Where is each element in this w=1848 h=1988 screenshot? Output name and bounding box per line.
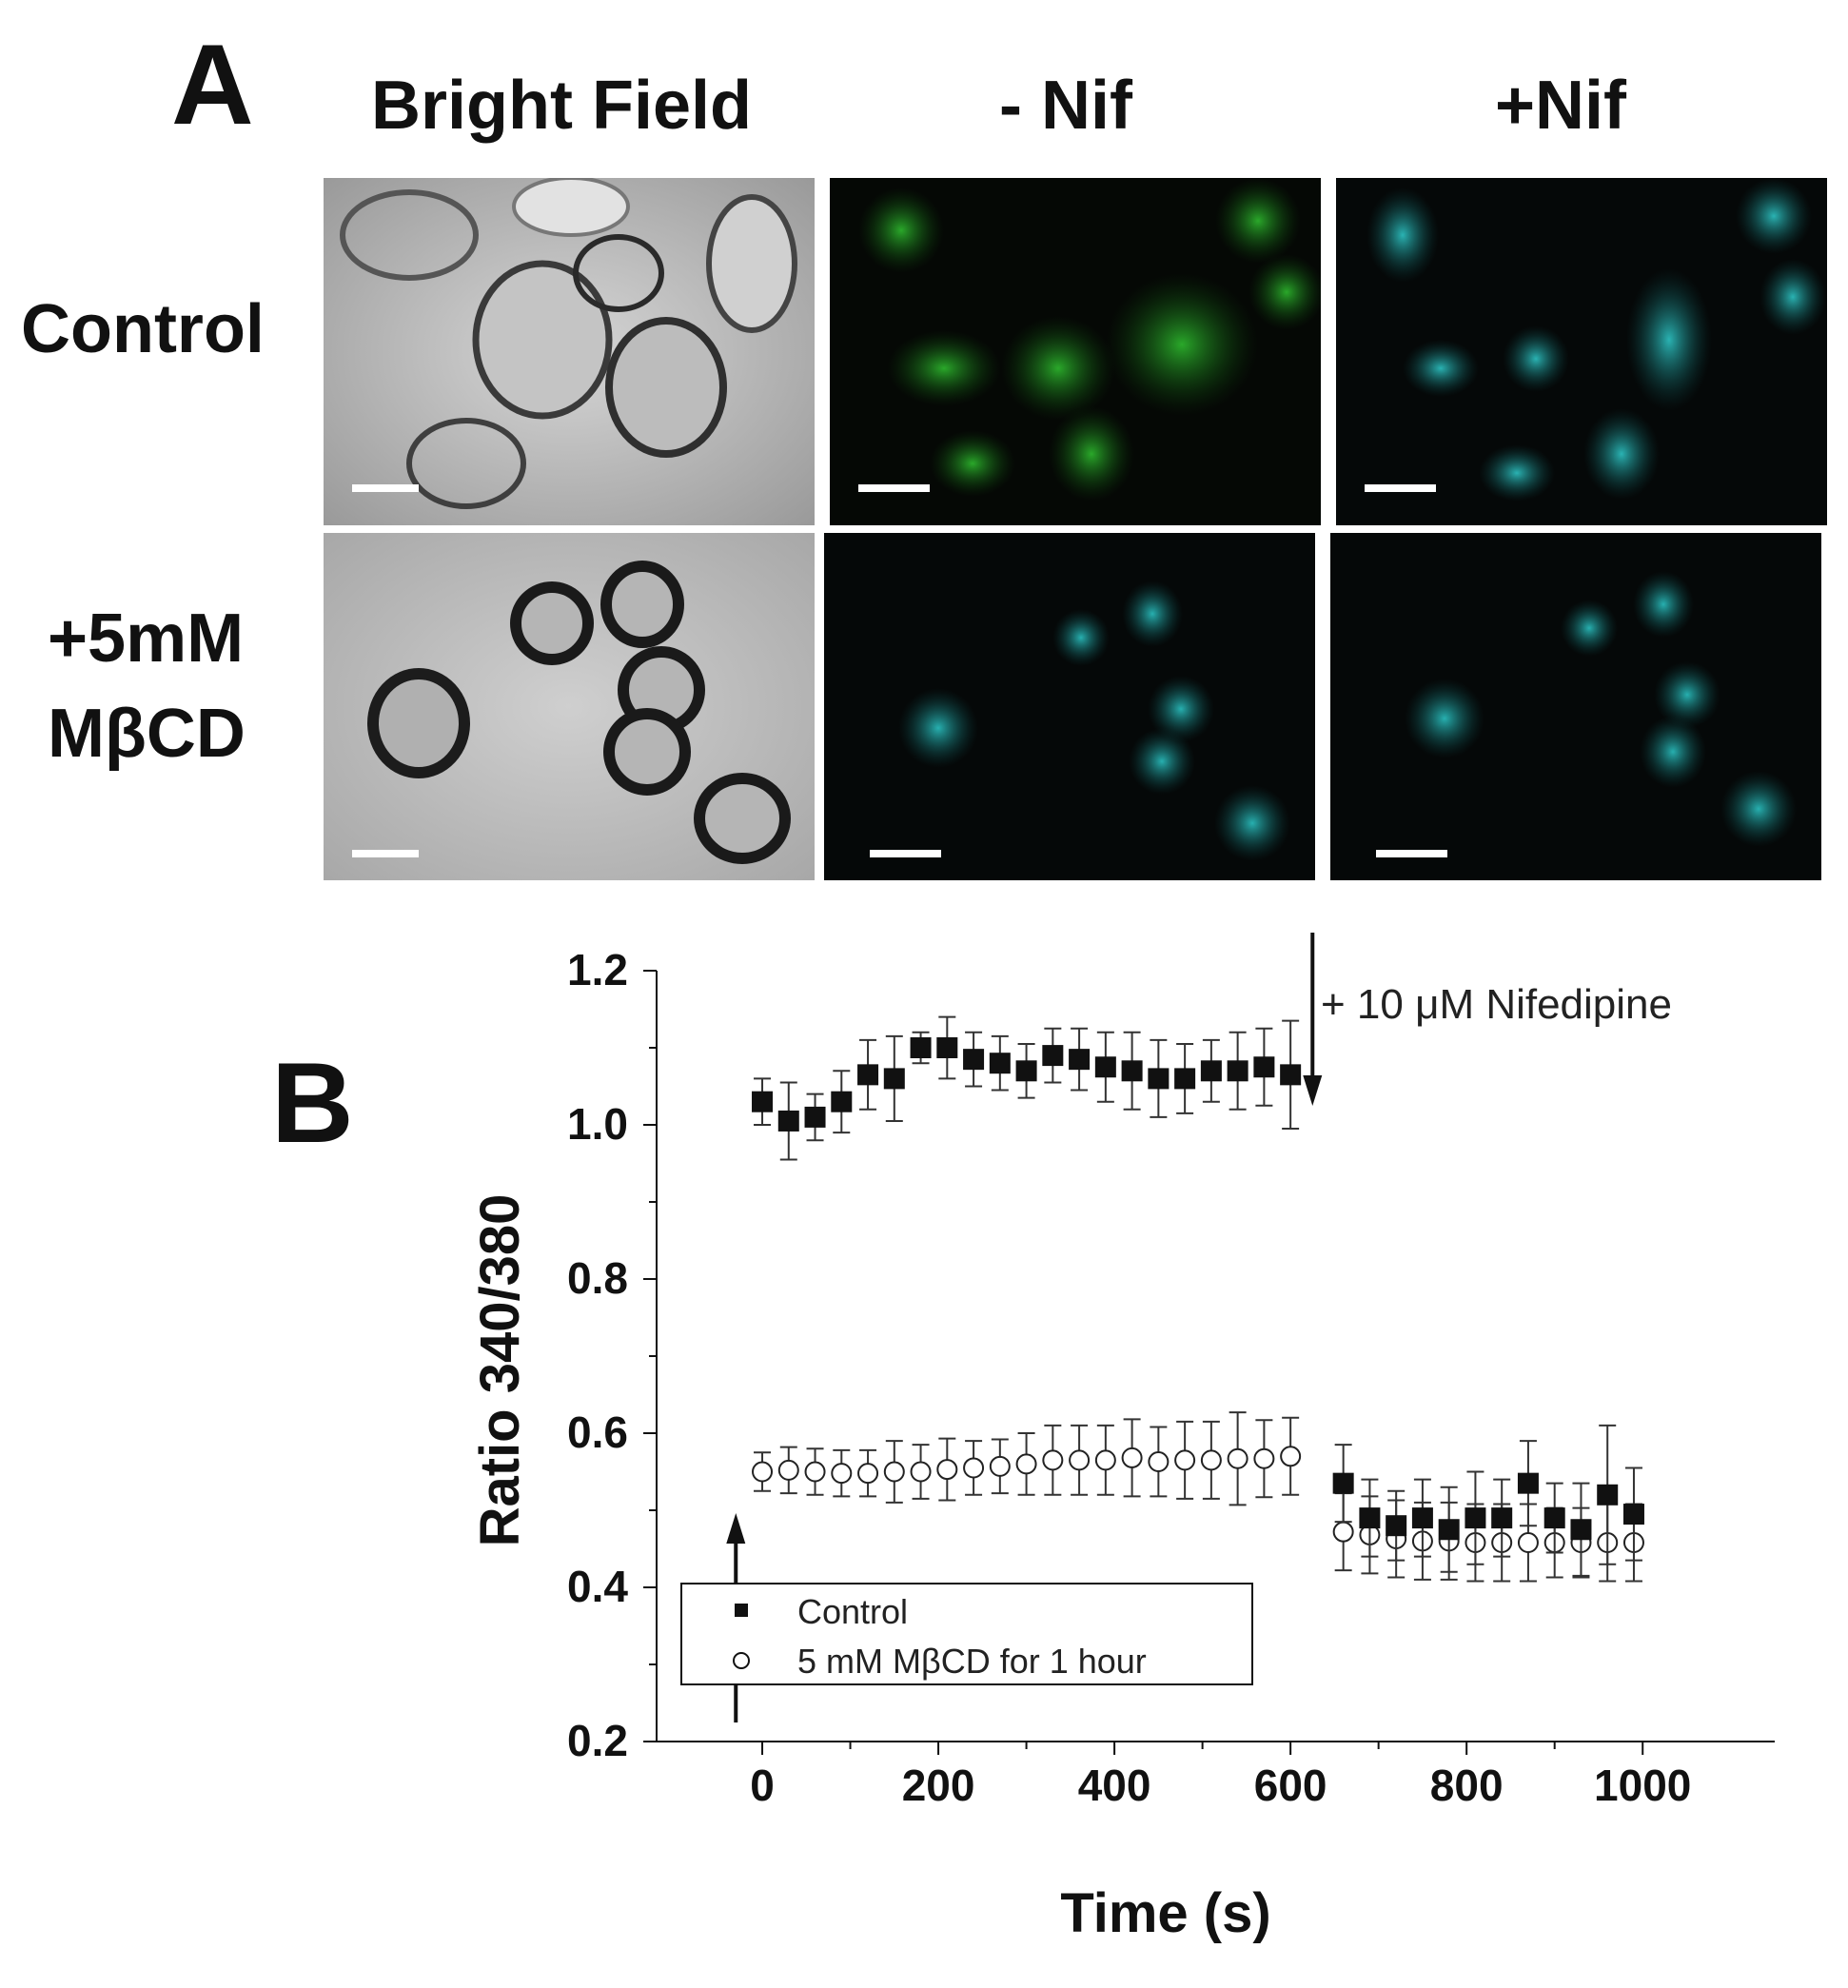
mbcd-point xyxy=(804,1461,826,1483)
control-point xyxy=(1411,1507,1433,1529)
mbcd-point xyxy=(857,1463,879,1485)
nifedipine-annotation: + 10 μM Nifedipine xyxy=(1321,981,1672,1028)
control-point xyxy=(1121,1060,1143,1082)
mbcd-point xyxy=(752,1461,774,1483)
control-point xyxy=(804,1106,826,1128)
y-axis-label: Ratio 340/380 xyxy=(469,1194,531,1547)
mbcd-point xyxy=(1332,1521,1354,1543)
y-tick-label: 0.2 xyxy=(567,1716,628,1765)
y-tick-label: 0.6 xyxy=(567,1407,628,1457)
mbcd-point xyxy=(883,1461,905,1483)
mbcd-point xyxy=(936,1459,958,1481)
x-tick-label: 1000 xyxy=(1594,1761,1691,1810)
control-point xyxy=(989,1053,1011,1074)
control-point xyxy=(777,1110,799,1132)
mbcd-point xyxy=(1253,1447,1275,1469)
mbcd-point xyxy=(989,1455,1011,1477)
column-header-minus-nif: - Nif xyxy=(999,68,1132,144)
control-point xyxy=(831,1091,853,1112)
column-header-bright-field: Bright Field xyxy=(371,68,752,144)
y-tick-label: 1.2 xyxy=(567,945,628,994)
mbcd-point xyxy=(1042,1449,1064,1471)
control-point xyxy=(1148,1068,1170,1090)
control-point xyxy=(1253,1056,1275,1078)
mbcd-point xyxy=(777,1459,799,1481)
x-tick-label: 800 xyxy=(1430,1761,1504,1810)
control-point xyxy=(1015,1060,1037,1082)
mbcd-point xyxy=(963,1457,985,1479)
image-minus-nif-mbcd xyxy=(824,533,1315,880)
panel-a-letter: A xyxy=(171,21,254,148)
nifedipine-arrow-head xyxy=(1303,1075,1323,1106)
mbcd-point xyxy=(1015,1453,1037,1475)
mbcd-point xyxy=(1094,1449,1116,1471)
control-point xyxy=(963,1049,985,1071)
control-point xyxy=(857,1064,879,1086)
x-tick-label: 0 xyxy=(750,1761,775,1810)
control-point xyxy=(1174,1068,1196,1090)
y-tick-label: 1.0 xyxy=(567,1099,628,1149)
mbcd-point xyxy=(1200,1449,1222,1471)
x-axis-label: Time (s) xyxy=(1060,1882,1270,1944)
mbcd-point xyxy=(1227,1447,1248,1469)
mbcd-point xyxy=(1280,1446,1302,1467)
ratio-time-chart: 0 200 400 600 800 1000 0.2 0.4 0.6 0.8 1.0 1.2 Time… xyxy=(469,933,1775,1944)
control-point xyxy=(883,1068,905,1090)
control-point xyxy=(1280,1064,1302,1086)
row-label-control: Control xyxy=(21,291,265,367)
image-bright-field-mbcd xyxy=(324,533,815,880)
image-minus-nif-control xyxy=(830,178,1321,525)
y-tick-label: 0.8 xyxy=(567,1253,628,1303)
column-header-plus-nif: +Nif xyxy=(1494,68,1627,144)
control-point xyxy=(1622,1504,1644,1525)
mbcd-point xyxy=(1121,1447,1143,1468)
image-plus-nif-control xyxy=(1336,178,1827,525)
image-plus-nif-mbcd xyxy=(1330,533,1821,880)
y-tick-label: 0.4 xyxy=(567,1562,628,1611)
control-point xyxy=(1069,1049,1091,1071)
x-tick-label: 600 xyxy=(1254,1761,1327,1810)
control-point xyxy=(1094,1056,1116,1078)
mbcd-point xyxy=(1148,1450,1170,1472)
control-point xyxy=(1227,1060,1248,1082)
control-point xyxy=(1438,1519,1460,1541)
control-point xyxy=(1543,1507,1565,1529)
mbcd-point xyxy=(910,1461,932,1483)
panel-b-letter: B xyxy=(271,1039,354,1167)
control-point xyxy=(1465,1507,1486,1529)
control-point xyxy=(1200,1060,1222,1082)
control-point xyxy=(910,1037,932,1058)
chart-series xyxy=(726,933,1644,1722)
x-tick-label: 400 xyxy=(1078,1761,1151,1810)
row-label-mbcd-line2: MβCD xyxy=(48,696,246,772)
mbcd-point xyxy=(1517,1532,1539,1554)
mbcd-point xyxy=(1069,1449,1091,1471)
control-point xyxy=(936,1037,958,1058)
legend-label-mbcd: 5 mM MβCD for 1 hour xyxy=(797,1642,1147,1681)
legend-label-control: Control xyxy=(797,1592,908,1631)
control-point xyxy=(1491,1507,1513,1529)
control-point xyxy=(1332,1472,1354,1494)
start-arrow-head xyxy=(726,1513,746,1544)
control-point xyxy=(1517,1472,1539,1494)
control-point xyxy=(1570,1519,1592,1541)
row-label-mbcd-line1: +5mM xyxy=(48,600,245,677)
control-point xyxy=(1359,1507,1381,1529)
x-tick-label: 200 xyxy=(902,1761,975,1810)
chart-legend: Control 5 mM MβCD for 1 hour xyxy=(680,1583,1253,1685)
control-point xyxy=(1597,1484,1619,1506)
legend-control-marker xyxy=(735,1604,748,1617)
control-point xyxy=(1386,1515,1407,1537)
control-point xyxy=(1042,1045,1064,1067)
chart-ticks: 0 200 400 600 800 1000 0.2 0.4 0.6 0.8 1.0 1.2 xyxy=(567,945,1691,1810)
mbcd-point xyxy=(831,1463,853,1485)
mbcd-point xyxy=(1174,1449,1196,1471)
legend-mbcd-marker xyxy=(733,1652,750,1669)
image-bright-field-control xyxy=(324,178,815,525)
control-point xyxy=(752,1091,774,1112)
